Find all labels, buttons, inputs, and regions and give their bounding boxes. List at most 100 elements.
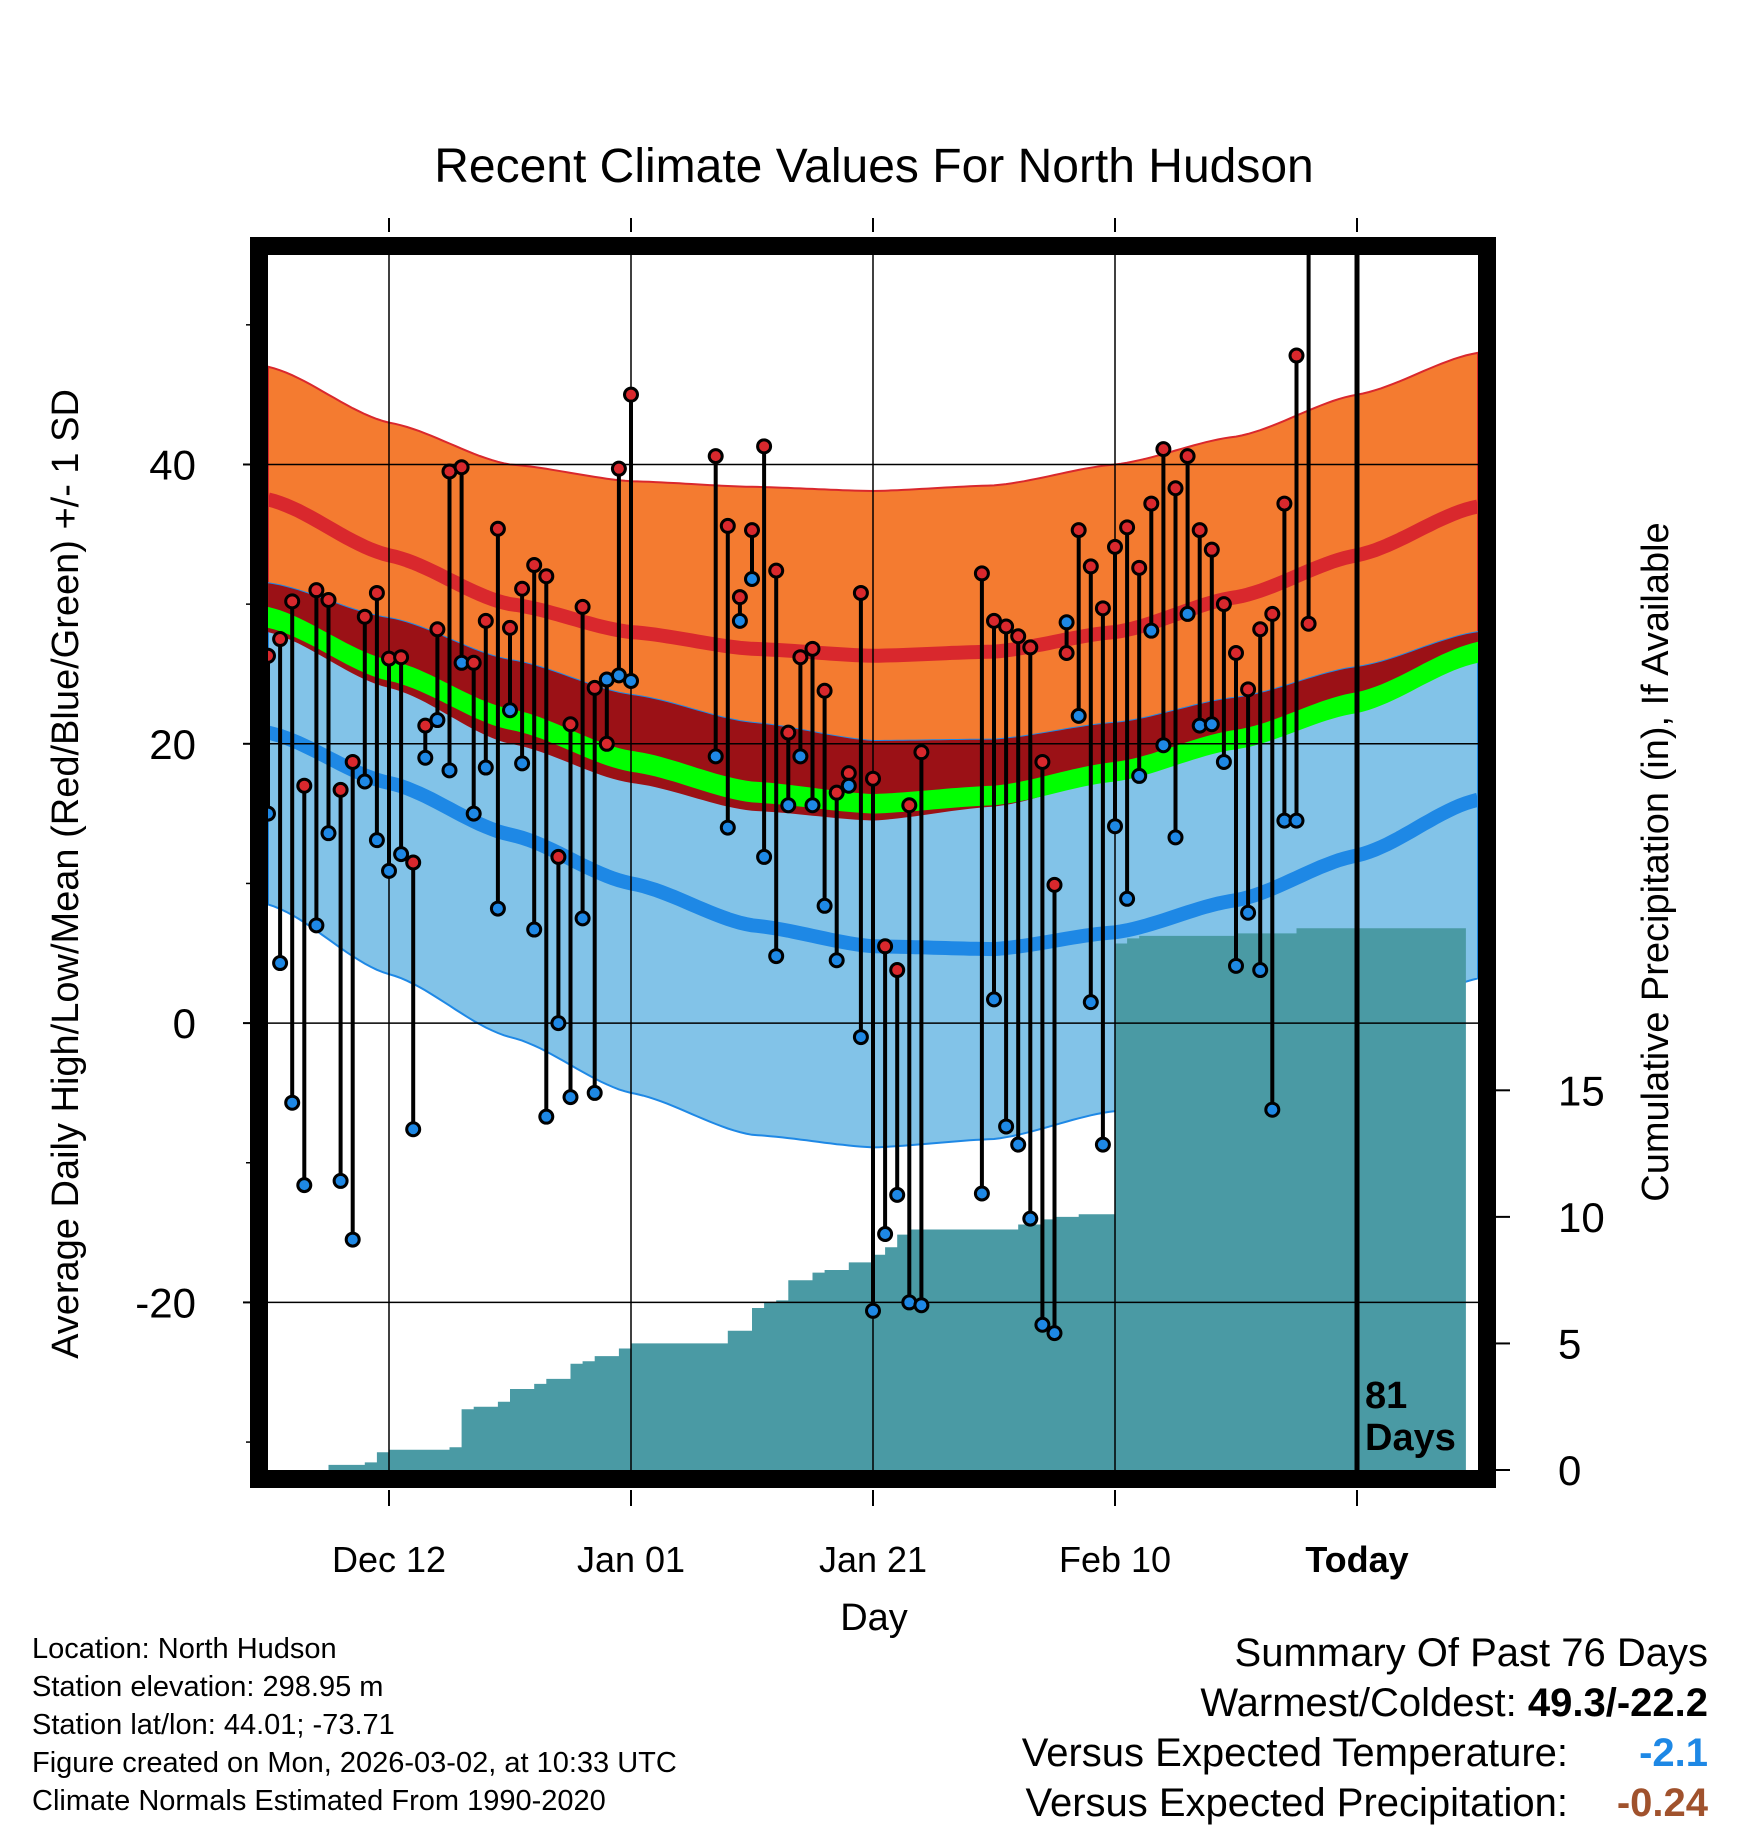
precip-label: Versus Expected Precipitation: <box>1025 1781 1568 1825</box>
low-marker <box>852 1029 869 1046</box>
temp-label: Versus Expected Temperature: <box>1021 1731 1568 1775</box>
low-marker <box>1240 904 1257 921</box>
low-marker <box>586 1084 603 1101</box>
high-marker <box>296 777 313 794</box>
high-marker <box>1119 519 1136 536</box>
normals-text: Climate Normals Estimated From 1990-2020 <box>32 1785 606 1817</box>
low-marker <box>1314 0 1327 7</box>
low-marker <box>368 832 385 849</box>
location-text: Location: North Hudson <box>32 1633 337 1665</box>
low-marker <box>284 1094 301 1111</box>
low-marker <box>1302 0 1315 7</box>
low-marker <box>889 1186 906 1203</box>
low-marker <box>417 749 434 766</box>
high-marker <box>1252 621 1269 638</box>
high-marker <box>502 619 518 636</box>
precip-row: Versus Expected Precipitation: -0.24 <box>1022 1778 1708 1828</box>
low-marker <box>1107 818 1123 835</box>
low-marker <box>1252 962 1269 979</box>
high-marker <box>780 724 797 741</box>
high-marker <box>465 654 482 671</box>
high-marker <box>1326 0 1339 7</box>
low-marker <box>913 1297 930 1314</box>
high-marker <box>1094 600 1111 617</box>
low-marker <box>707 748 724 765</box>
high-marker <box>1264 605 1281 622</box>
high-marker <box>1131 559 1148 576</box>
x-tick-label: Jan 21 <box>819 1539 927 1580</box>
high-marker <box>1191 522 1208 539</box>
low-marker <box>502 702 518 719</box>
high-marker <box>550 848 567 865</box>
plot-frame <box>250 237 1496 1488</box>
low-marker <box>429 712 446 729</box>
low-marker <box>1264 1101 1281 1118</box>
high-marker <box>913 744 930 761</box>
low-marker <box>998 1118 1015 1135</box>
y-tick-label: -20 <box>135 1279 196 1326</box>
low-marker <box>465 805 482 822</box>
high-marker <box>526 557 543 574</box>
low-marker <box>877 1225 894 1242</box>
summary-title: Summary Of Past 76 Days <box>1234 1631 1708 1675</box>
low-marker <box>514 755 531 772</box>
low-marker <box>792 748 809 765</box>
low-marker <box>1288 812 1305 829</box>
low-marker <box>1010 1136 1027 1153</box>
high-marker <box>1288 347 1305 364</box>
low-marker <box>308 917 325 934</box>
y2-tick-label: 10 <box>1558 1194 1605 1241</box>
high-marker <box>707 448 724 465</box>
low-marker <box>332 1172 349 1189</box>
high-marker <box>1010 628 1027 645</box>
high-marker <box>840 765 857 782</box>
high-marker <box>320 591 337 608</box>
y-tick-label: 20 <box>149 721 196 768</box>
high-marker <box>744 522 760 539</box>
low-marker <box>1338 0 1351 7</box>
high-marker <box>1314 0 1327 7</box>
low-marker <box>744 571 760 587</box>
high-marker <box>610 460 627 477</box>
low-marker <box>320 825 337 842</box>
high-marker <box>816 682 833 699</box>
low-marker <box>1179 605 1196 622</box>
high-marker <box>1155 441 1172 458</box>
high-marker <box>477 612 494 629</box>
low-marker <box>1326 0 1339 7</box>
high-marker <box>1203 541 1220 558</box>
low-marker <box>828 952 845 969</box>
low-marker <box>1022 1210 1039 1227</box>
y2-tick-label: 15 <box>1558 1067 1605 1114</box>
low-marker <box>1155 737 1172 754</box>
high-marker <box>393 649 410 666</box>
low-marker <box>1082 994 1099 1011</box>
high-marker <box>731 589 748 606</box>
low-marker <box>1215 753 1232 770</box>
low-marker <box>1070 707 1087 724</box>
x-axis-label: Day <box>840 1597 908 1639</box>
created-text: Figure created on Mon, 2026-03-02, at 10… <box>32 1747 677 1779</box>
high-marker <box>344 753 361 770</box>
station-info: Location: North Hudson Station elevation… <box>32 1630 677 1820</box>
x-tick-label: Dec 12 <box>332 1539 446 1580</box>
high-marker <box>1022 639 1039 656</box>
low-marker <box>538 1108 555 1125</box>
high-marker <box>1300 615 1317 632</box>
high-marker <box>792 649 809 666</box>
high-marker <box>284 593 301 610</box>
low-marker <box>344 1231 361 1248</box>
precip-value: -0.24 <box>1616 1781 1708 1825</box>
x-tick-label: Jan 01 <box>577 1539 685 1580</box>
low-marker <box>865 1302 881 1319</box>
high-marker <box>562 716 579 733</box>
low-marker <box>550 1015 567 1032</box>
x-tick-label: Feb 10 <box>1059 1539 1171 1580</box>
low-marker <box>1228 957 1244 974</box>
low-marker <box>1143 622 1160 639</box>
low-marker <box>731 612 748 629</box>
high-marker <box>768 562 785 579</box>
high-marker <box>429 621 446 638</box>
